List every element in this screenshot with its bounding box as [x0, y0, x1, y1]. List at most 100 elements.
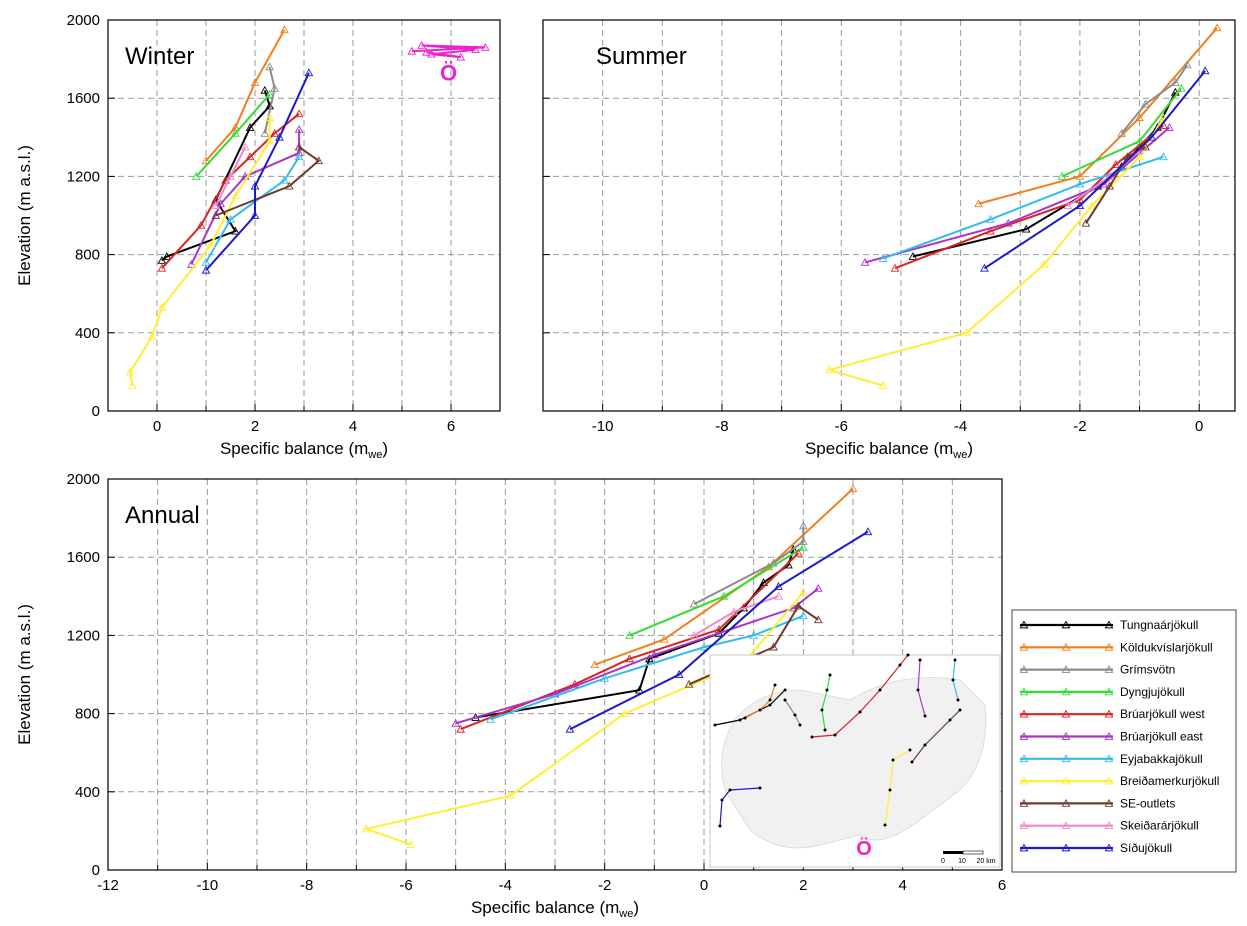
series-line [1061, 87, 1183, 178]
inset-stake [888, 788, 892, 792]
series-br-arj-kull-east [860, 122, 1174, 266]
series-point [231, 191, 240, 200]
series-point [986, 226, 995, 235]
series-point [798, 611, 808, 620]
series-point [314, 156, 324, 165]
inset-stake [958, 708, 962, 712]
legend-swatch-marker [1104, 798, 1114, 807]
series-s-uj-kull [565, 527, 873, 733]
series-point [699, 642, 709, 651]
series-point [191, 171, 201, 180]
inset-stake [768, 703, 772, 707]
series-point [769, 642, 778, 651]
series-point [974, 199, 983, 208]
inset-stake [916, 688, 920, 692]
series-point [265, 136, 275, 145]
series-point [824, 365, 834, 374]
series-point [162, 252, 172, 260]
series-point [813, 615, 823, 624]
legend-swatch-marker [1019, 843, 1029, 852]
series-point [1111, 160, 1121, 169]
series-line [161, 113, 300, 269]
inset-stake [738, 718, 742, 722]
series-point [1021, 224, 1031, 233]
series-point [1105, 181, 1115, 190]
series-point [196, 220, 206, 229]
x-tick-label: -4 [954, 418, 967, 435]
inset-stake [773, 683, 777, 687]
inset-track [951, 658, 960, 702]
x-axis-title: Specific balance (mwe) [471, 898, 639, 920]
series-point [1182, 60, 1192, 69]
series-point [451, 718, 461, 727]
series-point [794, 548, 803, 557]
x-tick-label: 6 [998, 877, 1006, 894]
inset-stake [908, 748, 912, 752]
inset-stake [953, 658, 957, 662]
series-point [1075, 171, 1085, 180]
series-point [486, 714, 495, 723]
series-line [594, 488, 854, 666]
series-point [128, 381, 137, 389]
inset-stake [883, 823, 887, 827]
series-gr-msv-tn [1117, 60, 1192, 137]
legend-item: Grímsvötn [1019, 663, 1175, 677]
legend-swatch-marker [1104, 687, 1114, 696]
series-line [629, 546, 804, 637]
x-axis-title: Specific balance (mwe) [220, 439, 388, 461]
series-point [284, 181, 294, 190]
series-point [1159, 152, 1168, 161]
series-point [211, 210, 221, 219]
panel-winter: 0 2 4 6 0 400 800 1200 1600 2000 Winter Specific ba… [15, 12, 501, 461]
x-axis-title-main: Specific balance (m [471, 898, 619, 917]
x-tick-label: 4 [898, 877, 906, 894]
series-point [270, 83, 279, 92]
series-brei-amerkurj-kull [824, 113, 1168, 389]
inset-stake [798, 723, 802, 727]
series-point [280, 25, 289, 34]
legend-label: Brúarjökull east [1120, 730, 1203, 744]
legend-swatch-marker [1019, 798, 1029, 807]
y-tick-label: 1200 [67, 168, 100, 185]
x-axis-title-close: ) [967, 439, 973, 458]
y-tick-label: 800 [75, 247, 100, 264]
series-point [186, 259, 196, 268]
legend-label: Brúarjökull west [1120, 707, 1205, 721]
x-tick-label: -8 [300, 877, 313, 894]
legend-label: SE-outlets [1120, 796, 1175, 810]
series-point [689, 599, 699, 608]
legend-swatch-marker [1019, 754, 1029, 763]
panel-title: Winter [125, 43, 194, 70]
series-br-arj-kull-west [890, 121, 1168, 272]
series-line [693, 525, 805, 606]
series-gr-msv-tn [260, 62, 279, 137]
series-line [983, 70, 1206, 270]
inset-stake [948, 718, 952, 722]
series-point [1087, 201, 1097, 210]
series-point [147, 332, 157, 341]
inset-glyph: Ö [856, 837, 872, 860]
series-point [625, 654, 634, 663]
series-point [157, 302, 167, 311]
inset-stake [718, 824, 722, 828]
inset-stake [783, 698, 787, 702]
legend-item: Köldukvíslarjökull [1019, 640, 1213, 654]
x-tick-label: 0 [700, 877, 708, 894]
series-point [1141, 99, 1150, 108]
series-point [265, 62, 275, 71]
inset-stake [906, 653, 910, 657]
series-point [908, 252, 918, 260]
series-point [245, 152, 255, 161]
inset-stake [783, 688, 787, 692]
series-skei-ar-rj-kull [689, 591, 783, 639]
series-point [878, 253, 888, 262]
legend-item: Síðujökull [1019, 841, 1172, 855]
scale-label: 10 [958, 858, 966, 865]
inset-track [916, 658, 927, 718]
series-point [659, 634, 669, 643]
inset-track-line [884, 749, 911, 826]
legend-label: Dyngjujökull [1120, 685, 1185, 699]
y-axis-title: Elevation (m a.s.l.) [15, 145, 34, 286]
inset-stake [878, 688, 882, 692]
series-point [505, 791, 515, 800]
